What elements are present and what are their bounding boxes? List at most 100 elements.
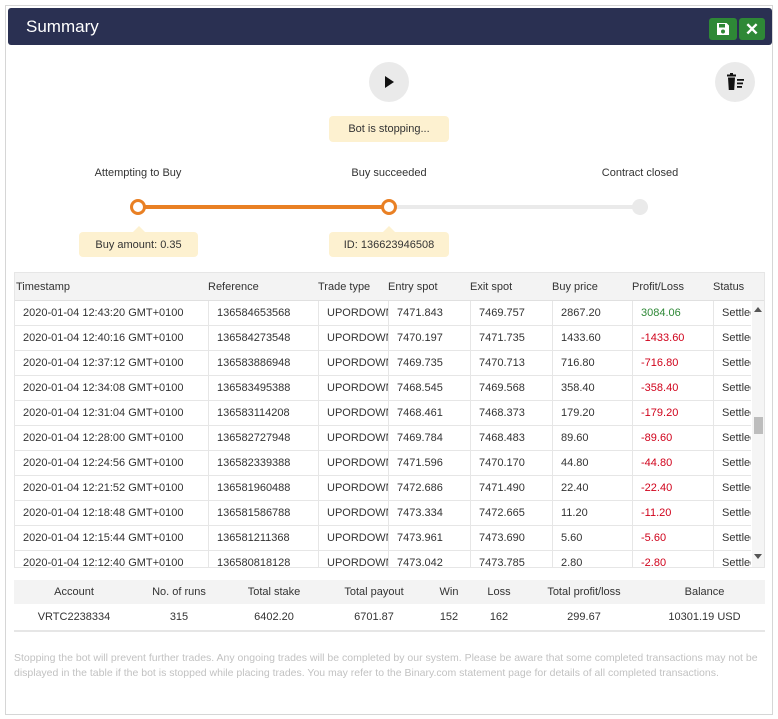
cell-profit-loss: -5.60 — [632, 526, 713, 551]
cell-reference: 136583114208 — [208, 401, 318, 426]
cell-exit-spot: 7470.170 — [470, 451, 552, 476]
cell-reference: 136584273548 — [208, 326, 318, 351]
cell-status: Settled — [713, 301, 751, 326]
cell-buy-price: 179.20 — [552, 401, 632, 426]
cell-reference: 136583886948 — [208, 351, 318, 376]
cell-timestamp: 2020-01-04 12:21:52 GMT+0100 — [23, 482, 184, 494]
cell-buy-price: 1433.60 — [552, 326, 632, 351]
cell-trade-type: UPORDOWN — [318, 451, 388, 476]
cell-reference: 136581960488 — [208, 476, 318, 501]
cell-entry-spot: 7468.461 — [388, 401, 470, 426]
scroll-down-arrow-icon[interactable] — [754, 554, 762, 559]
col-trade-type: Trade type — [318, 281, 371, 293]
summary-col-stake: Total stake — [247, 586, 301, 598]
table-row: 2020-01-04 12:34:08 GMT+0100 136583495388… — [15, 376, 751, 401]
table-body[interactable]: 2020-01-04 12:43:20 GMT+0100 136584653568… — [15, 301, 751, 567]
cell-timestamp: 2020-01-04 12:28:00 GMT+0100 — [23, 432, 184, 444]
cell-entry-spot: 7469.735 — [388, 351, 470, 376]
cell-profit-loss: -2.80 — [632, 551, 713, 567]
progress-fill — [138, 205, 390, 209]
cell-status: Settled — [713, 426, 751, 451]
cell-timestamp: 2020-01-04 12:24:56 GMT+0100 — [23, 457, 184, 469]
summary-table: Account No. of runs Total stake Total pa… — [14, 580, 765, 632]
cell-exit-spot: 7471.735 — [470, 326, 552, 351]
cell-reference: 136581586788 — [208, 501, 318, 526]
table-row: 2020-01-04 12:28:00 GMT+0100 136582727948… — [15, 426, 751, 451]
cell-trade-type: UPORDOWN — [318, 526, 388, 551]
table-row: 2020-01-04 12:43:20 GMT+0100 136584653568… — [15, 301, 751, 326]
cell-trade-type: UPORDOWN — [318, 301, 388, 326]
run-button[interactable] — [369, 62, 409, 102]
cell-buy-price: 2867.20 — [552, 301, 632, 326]
cell-trade-type: UPORDOWN — [318, 376, 388, 401]
col-exit-spot: Exit spot — [470, 281, 513, 293]
cell-buy-price: 716.80 — [552, 351, 632, 376]
cell-reference: 136582339388 — [208, 451, 318, 476]
col-status: Status — [713, 281, 745, 293]
cell-exit-spot: 7469.568 — [470, 376, 552, 401]
table-row: 2020-01-04 12:15:44 GMT+0100 136581211368… — [15, 526, 751, 551]
cell-exit-spot: 7470.713 — [470, 351, 552, 376]
cell-entry-spot: 7472.686 — [388, 476, 470, 501]
step-attempting-dot — [130, 199, 146, 215]
cell-entry-spot: 7473.961 — [388, 526, 470, 551]
summary-balance-value: 10301.19 USD — [668, 611, 741, 623]
cell-status: Settled — [713, 501, 751, 526]
summary-col-profit: Total profit/loss — [547, 586, 621, 598]
summary-payout-value: 6701.87 — [354, 611, 394, 623]
stop-bot-disclaimer: Stopping the bot will prevent further tr… — [14, 652, 758, 679]
cell-profit-loss: -358.40 — [632, 376, 713, 401]
cell-timestamp: 2020-01-04 12:15:44 GMT+0100 — [23, 532, 184, 544]
trash-list-icon — [727, 73, 744, 90]
step-attempting-label: Attempting to Buy — [94, 167, 182, 179]
cell-profit-loss: -716.80 — [632, 351, 713, 376]
cell-buy-price: 89.60 — [552, 426, 632, 451]
scrollbar-thumb[interactable] — [754, 417, 763, 434]
scroll-up-arrow-icon[interactable] — [754, 307, 762, 312]
cell-buy-price: 5.60 — [552, 526, 632, 551]
close-icon: ✕ — [744, 19, 760, 39]
cell-buy-price: 44.80 — [552, 451, 632, 476]
cell-profit-loss: -1433.60 — [632, 326, 713, 351]
cell-entry-spot: 7471.843 — [388, 301, 470, 326]
cell-timestamp: 2020-01-04 12:31:04 GMT+0100 — [23, 407, 184, 419]
table-row: 2020-01-04 12:24:56 GMT+0100 136582339388… — [15, 451, 751, 476]
cell-status: Settled — [713, 376, 751, 401]
summary-account-value: VRTC2238334 — [37, 611, 111, 623]
summary-col-account: Account — [54, 586, 94, 598]
cell-buy-price: 22.40 — [552, 476, 632, 501]
cell-status: Settled — [713, 451, 751, 476]
table-scrollbar[interactable] — [752, 301, 764, 567]
clear-stats-button[interactable] — [715, 62, 755, 102]
summary-dialog: Summary ✕ Bot is stopping... Attempting … — [5, 5, 773, 715]
cell-trade-type: UPORDOWN — [318, 426, 388, 451]
cell-buy-price: 11.20 — [552, 501, 632, 526]
cell-status: Settled — [713, 476, 751, 501]
cell-reference: 136583495388 — [208, 376, 318, 401]
cell-timestamp: 2020-01-04 12:43:20 GMT+0100 — [23, 307, 184, 319]
cell-trade-type: UPORDOWN — [318, 351, 388, 376]
summary-col-balance: Balance — [684, 586, 725, 598]
cell-status: Settled — [713, 526, 751, 551]
table-row: 2020-01-04 12:12:40 GMT+0100 136580818128… — [15, 551, 751, 567]
cell-reference: 136580818128 — [208, 551, 318, 567]
cell-profit-loss: -179.20 — [632, 401, 713, 426]
contract-id-tooltip: ID: 136623946508 — [329, 226, 449, 257]
col-profit-loss: Profit/Loss — [632, 281, 684, 293]
summary-profit-value: 299.67 — [567, 611, 601, 623]
floppy-disk-icon — [717, 23, 729, 35]
cell-profit-loss: -44.80 — [632, 451, 713, 476]
cell-status: Settled — [713, 326, 751, 351]
save-button[interactable] — [709, 18, 737, 40]
cell-exit-spot: 7473.785 — [470, 551, 552, 567]
bot-status-badge: Bot is stopping... — [329, 116, 449, 142]
cell-exit-spot: 7468.373 — [470, 401, 552, 426]
table-row: 2020-01-04 12:18:48 GMT+0100 136581586788… — [15, 501, 751, 526]
cell-reference: 136584653568 — [208, 301, 318, 326]
table-header: Timestamp Reference Trade type Entry spo… — [15, 273, 764, 301]
close-button[interactable]: ✕ — [739, 18, 765, 40]
summary-runs-value: 315 — [169, 611, 189, 623]
col-buy-price: Buy price — [552, 281, 598, 293]
cell-exit-spot: 7471.490 — [470, 476, 552, 501]
cell-reference: 136581211368 — [208, 526, 318, 551]
